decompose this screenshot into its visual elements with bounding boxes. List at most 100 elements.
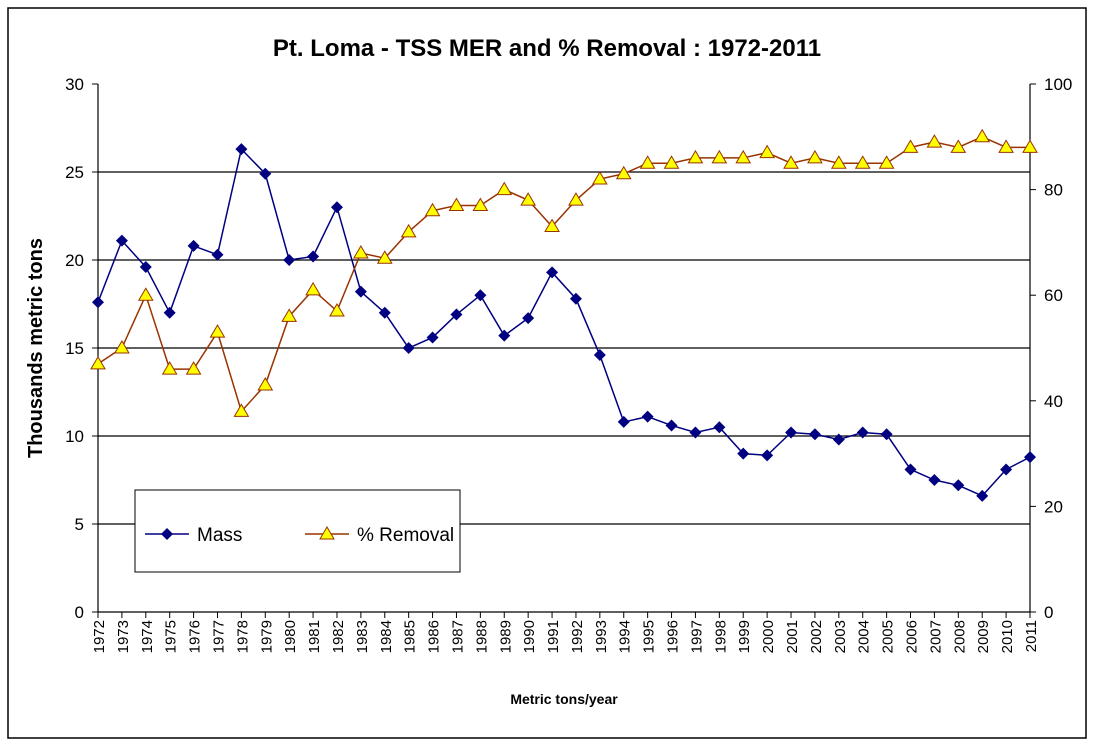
- marker: [139, 261, 152, 274]
- x-tick-label: 1993: [593, 620, 610, 653]
- marker: [115, 234, 128, 247]
- marker: [474, 289, 487, 302]
- marker: [689, 426, 702, 439]
- x-tick-label: 1991: [545, 620, 562, 653]
- x-tick-label: 1997: [688, 620, 705, 653]
- marker: [319, 526, 335, 540]
- marker: [808, 428, 821, 441]
- marker: [926, 134, 943, 148]
- y-tick-label: 0: [75, 603, 84, 622]
- x-tick-label: 2005: [880, 620, 897, 653]
- marker: [426, 331, 439, 344]
- marker: [161, 528, 173, 540]
- marker: [496, 181, 513, 196]
- marker: [902, 139, 919, 153]
- marker: [785, 426, 798, 439]
- marker: [617, 415, 630, 428]
- x-tick-label: 1992: [569, 620, 586, 653]
- marker: [783, 155, 799, 169]
- marker: [235, 143, 248, 156]
- x-tick-label: 1974: [139, 620, 156, 653]
- marker: [520, 192, 537, 206]
- marker: [711, 149, 728, 164]
- marker: [257, 376, 274, 391]
- x-tick-label: 2000: [760, 620, 777, 653]
- x-tick-label: 1998: [712, 620, 729, 653]
- marker: [498, 329, 511, 342]
- marker: [854, 155, 871, 169]
- marker: [568, 192, 584, 206]
- marker: [233, 403, 250, 417]
- x-tick-label: 1977: [210, 620, 227, 653]
- x-axis-title: Metric tons/year: [510, 691, 618, 707]
- marker: [713, 421, 726, 434]
- x-tick-label: 1995: [641, 620, 658, 653]
- marker: [1022, 139, 1038, 153]
- x-tick-label: 2002: [808, 620, 825, 653]
- marker: [641, 410, 654, 423]
- marker: [211, 248, 224, 261]
- marker: [665, 419, 678, 432]
- x-tick-label: 1999: [736, 620, 753, 653]
- marker: [400, 223, 417, 238]
- x-tick-label: 2011: [1023, 620, 1040, 652]
- chart-title: Pt. Loma - TSS MER and % Removal : 1972-…: [273, 35, 821, 62]
- marker: [281, 308, 298, 322]
- marker: [687, 149, 704, 164]
- marker: [878, 155, 895, 169]
- marker: [759, 144, 775, 159]
- legend: Mass % Removal: [134, 489, 461, 573]
- y-tick-label: 25: [65, 163, 84, 182]
- legend-box: [134, 489, 461, 573]
- y-axis-title: Thousands metric tons: [25, 238, 47, 458]
- y-tick-label: 20: [65, 251, 84, 270]
- x-tick-label: 1982: [330, 620, 347, 653]
- marker: [974, 128, 991, 143]
- x-tick-label: 1973: [115, 620, 132, 653]
- y-tick-label: 15: [65, 339, 84, 358]
- marker: [114, 340, 130, 354]
- marker: [1000, 463, 1013, 476]
- marker: [187, 239, 200, 252]
- marker: [830, 155, 847, 169]
- x-tick-label: 1981: [306, 620, 323, 653]
- x-tick-label: 1985: [402, 620, 419, 653]
- x-tick-label: 2007: [927, 620, 944, 653]
- marker: [976, 489, 989, 502]
- marker: [952, 479, 965, 492]
- marker: [137, 287, 154, 301]
- marker: [639, 155, 656, 169]
- marker: [735, 149, 752, 164]
- marker: [832, 433, 845, 446]
- y-tick-label: 30: [65, 75, 84, 94]
- marker: [950, 139, 967, 153]
- y2-tick-label: 100: [1044, 75, 1072, 94]
- marker: [92, 296, 104, 309]
- marker: [161, 361, 178, 375]
- marker: [90, 355, 106, 370]
- marker: [353, 244, 369, 259]
- y2-tick-label: 80: [1044, 181, 1063, 200]
- x-tick-label: 2006: [904, 620, 921, 653]
- y2-tick-label: 0: [1044, 603, 1053, 622]
- marker: [305, 281, 321, 296]
- marker: [591, 171, 608, 185]
- marker: [378, 306, 391, 319]
- marker: [283, 254, 296, 266]
- marker: [546, 266, 559, 279]
- marker: [329, 303, 345, 317]
- x-tick-label: 1972: [91, 620, 108, 653]
- x-tick-label: 1980: [282, 620, 299, 653]
- x-tick-label: 2010: [999, 620, 1016, 653]
- marker: [448, 197, 465, 211]
- x-tick-label: 1983: [354, 620, 371, 653]
- x-tick-label: 1994: [617, 620, 634, 653]
- marker: [209, 324, 226, 338]
- marker: [928, 474, 941, 486]
- marker: [450, 308, 463, 321]
- marker: [185, 361, 202, 375]
- x-tick-label: 2004: [856, 620, 873, 653]
- marker: [593, 349, 606, 362]
- x-tick-label: 1978: [234, 620, 251, 653]
